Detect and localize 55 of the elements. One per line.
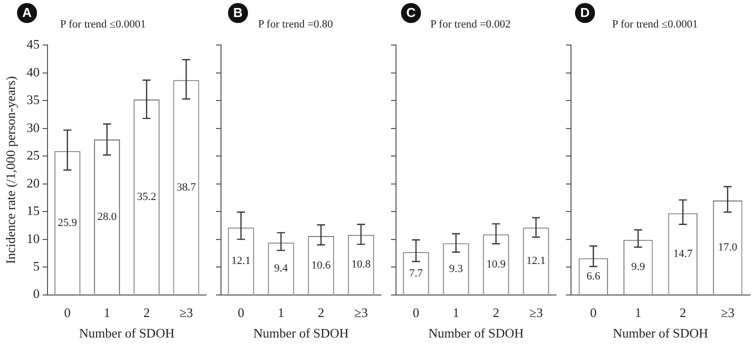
data-label: 10.9 [486, 258, 506, 270]
x-tick-label: 2 [318, 305, 324, 320]
data-label: 17.0 [718, 242, 738, 254]
x-tick-label: 0 [64, 305, 71, 320]
data-label: 38.7 [176, 181, 196, 194]
y-tick-label: 20 [26, 175, 40, 190]
x-tick-label: 0 [590, 305, 597, 320]
data-label: 9.4 [274, 262, 288, 275]
x-tick-label: ≥3 [720, 305, 734, 320]
chart-title: P for trend =0.80 [258, 18, 334, 30]
x-tick-label: ≥3 [179, 305, 194, 320]
data-label: 10.6 [311, 259, 332, 272]
x-axis-title: Number of SDOH [428, 326, 524, 341]
data-label: 28.0 [97, 211, 118, 224]
data-label: 12.1 [526, 255, 546, 268]
x-tick-label: 1 [634, 305, 642, 320]
data-label: 10.8 [351, 258, 372, 271]
data-label: 9.9 [631, 261, 646, 274]
x-axis-title: Number of SDOH [253, 326, 349, 341]
y-tick-label: 0 [33, 286, 40, 302]
x-tick-label: 1 [452, 305, 460, 320]
x-tick-label: ≥3 [354, 305, 368, 320]
y-tick-label: 10 [26, 230, 40, 246]
x-tick-label: 0 [238, 305, 244, 320]
y-axis-title: Incidence rate (/1,000 person-years) [3, 76, 18, 264]
y-tick-label: 40 [26, 64, 40, 80]
text: B [228, 3, 248, 23]
data-label: 14.7 [673, 248, 693, 260]
data-label: 12.1 [231, 255, 251, 268]
x-tick-label: 2 [492, 305, 500, 320]
data-label: 7.7 [409, 267, 424, 280]
y-tick-label: 30 [26, 120, 40, 135]
x-tick-label: 0 [412, 305, 420, 320]
chart-title: P for trend ≤0.0001 [612, 18, 698, 30]
y-tick-label: 5 [33, 258, 40, 274]
data-label: 6.6 [586, 270, 601, 282]
chart-title: P for trend ≤0.0001 [60, 18, 146, 30]
data-label: 35.2 [136, 191, 156, 204]
y-tick-label: 45 [26, 36, 40, 52]
x-axis-title: Number of SDOH [79, 326, 174, 341]
x-tick-label: 2 [143, 305, 150, 320]
y-tick-label: 15 [26, 203, 40, 218]
text: D [575, 3, 595, 23]
x-axis-title: Number of SDOH [612, 326, 708, 341]
x-tick-label: 1 [104, 305, 110, 320]
x-tick-label: 2 [680, 305, 686, 320]
y-tick-label: 35 [26, 92, 40, 108]
text: C [401, 3, 421, 23]
text: A [17, 3, 37, 23]
x-tick-label: ≥3 [529, 305, 543, 320]
chart-title: P for trend =0.002 [430, 18, 511, 30]
data-label: 9.3 [449, 262, 464, 275]
x-tick-label: 1 [278, 305, 284, 320]
data-label: 25.9 [58, 216, 78, 229]
y-tick-label: 25 [26, 148, 40, 163]
